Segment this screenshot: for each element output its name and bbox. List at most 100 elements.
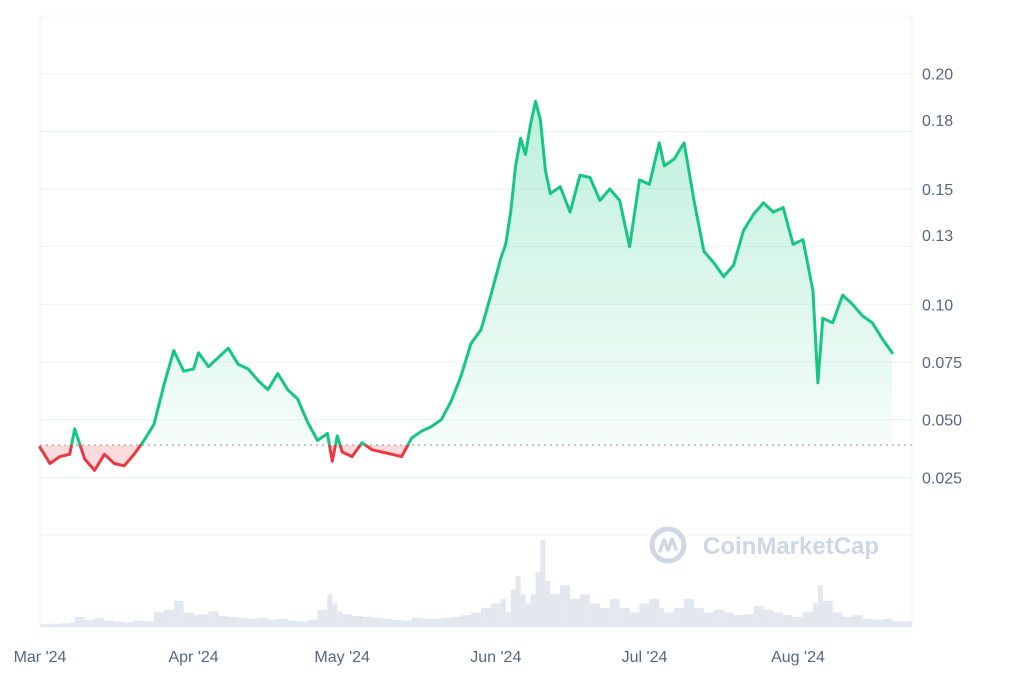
volume-bar bbox=[481, 607, 491, 626]
y-tick-label: 0.13 bbox=[922, 228, 953, 245]
volume-bar bbox=[803, 611, 813, 626]
volume-bar bbox=[733, 615, 744, 626]
volume-bar bbox=[793, 616, 803, 626]
x-tick-label: Apr '24 bbox=[168, 649, 218, 666]
volume-bar bbox=[163, 609, 174, 626]
volume-bar bbox=[560, 585, 571, 626]
volume-bar bbox=[505, 612, 511, 626]
volume-bar bbox=[659, 607, 665, 626]
volume-bar bbox=[40, 624, 50, 626]
volume-bar bbox=[317, 609, 328, 626]
volume-bar bbox=[852, 615, 863, 626]
x-tick-label: Aug '24 bbox=[771, 649, 825, 666]
price-area bbox=[40, 101, 893, 471]
volume-bar bbox=[287, 620, 298, 626]
watermark-text: CoinMarketCap bbox=[703, 533, 879, 560]
volume-bar bbox=[510, 589, 516, 626]
volume-bar bbox=[812, 603, 818, 626]
volume-bar bbox=[332, 603, 338, 626]
volume-bar bbox=[545, 580, 551, 626]
volume-bar bbox=[431, 618, 442, 626]
volume-bar bbox=[882, 618, 893, 626]
volume-bar bbox=[817, 585, 823, 626]
volume-bar bbox=[570, 598, 580, 626]
volume-bar bbox=[461, 615, 471, 626]
volume-bar bbox=[94, 617, 105, 626]
volume-bar bbox=[490, 603, 501, 626]
volume-bar bbox=[684, 598, 694, 626]
price-line-above-baseline bbox=[69, 99, 894, 446]
volume-bar bbox=[401, 620, 412, 626]
volume-bar bbox=[773, 612, 784, 626]
volume-bar bbox=[629, 612, 640, 626]
volume-bar bbox=[134, 620, 144, 626]
volume-bar bbox=[372, 617, 382, 626]
volume-bar bbox=[208, 611, 219, 626]
volume-bar bbox=[114, 621, 125, 626]
volume-bar bbox=[104, 620, 115, 626]
volume-bar bbox=[609, 598, 620, 626]
volume-bar bbox=[198, 614, 209, 626]
volume-bar bbox=[540, 540, 546, 626]
y-tick-label: 0.050 bbox=[922, 413, 962, 430]
volume-bar bbox=[144, 621, 154, 626]
volume-bar bbox=[277, 618, 288, 626]
volume-bar bbox=[535, 571, 541, 626]
volume-bar bbox=[520, 594, 526, 626]
x-tick-label: Jun '24 bbox=[470, 649, 521, 666]
volume-bar bbox=[515, 576, 521, 626]
volume-bar bbox=[238, 617, 249, 626]
volume-bar bbox=[703, 612, 714, 626]
x-tick-label: May '24 bbox=[314, 649, 370, 666]
x-tick-label: Jul '24 bbox=[622, 649, 668, 666]
volume-bar bbox=[674, 607, 685, 626]
volume-bar bbox=[763, 609, 774, 626]
y-axis-ticks: 0.025 0.050 0.075 0.10 0.13 0.15 0.18 0.20 bbox=[922, 67, 962, 488]
volume-bar bbox=[525, 603, 531, 626]
volume-bar bbox=[872, 619, 883, 626]
volume-bar bbox=[451, 616, 462, 626]
volume-bar bbox=[391, 619, 402, 626]
volume-bar bbox=[258, 617, 268, 626]
volume-bar bbox=[619, 607, 630, 626]
volume-bar bbox=[362, 616, 372, 626]
area-fill-below-baseline bbox=[40, 445, 408, 471]
volume-bar bbox=[822, 600, 833, 626]
volume-bar bbox=[664, 612, 675, 626]
y-tick-label: 0.025 bbox=[922, 470, 962, 487]
area-fill-above-baseline bbox=[40, 101, 893, 446]
volume-bar bbox=[74, 616, 85, 626]
volume-bar bbox=[842, 616, 853, 626]
volume-bar bbox=[307, 619, 318, 626]
volume-bar bbox=[500, 598, 506, 626]
volume-bar bbox=[267, 619, 278, 626]
volume-bar bbox=[327, 594, 333, 626]
volume-bar bbox=[783, 615, 794, 626]
volume-bar bbox=[649, 598, 660, 626]
y-tick-label: 0.20 bbox=[922, 67, 953, 84]
coinmarketcap-logo-icon bbox=[649, 526, 687, 564]
volume-bar bbox=[154, 612, 164, 626]
volume-bar bbox=[337, 611, 343, 626]
volume-bar bbox=[124, 622, 135, 626]
volume-bar bbox=[411, 617, 422, 626]
x-tick-label: Mar '24 bbox=[14, 649, 67, 666]
volume-bar bbox=[832, 612, 843, 626]
x-axis-ticks: Mar '24 Apr '24 May '24 Jun '24 Jul '24 Aug '… bbox=[14, 649, 825, 666]
volume-bar bbox=[183, 612, 194, 626]
y-tick-label: 0.075 bbox=[922, 355, 962, 372]
volume-bar bbox=[297, 621, 308, 626]
volume-bar bbox=[69, 622, 75, 626]
volume-bar bbox=[84, 619, 95, 626]
volume-bar bbox=[248, 618, 258, 626]
volume-bar bbox=[173, 600, 184, 626]
volume-bar bbox=[892, 621, 912, 626]
volume-bar bbox=[694, 607, 704, 626]
price-line bbox=[38, 99, 894, 472]
watermark: CoinMarketCap bbox=[649, 526, 879, 564]
y-tick-label: 0.10 bbox=[922, 297, 953, 314]
volume-bar bbox=[218, 616, 229, 626]
volume-bar bbox=[441, 617, 452, 626]
volume-bar bbox=[342, 614, 353, 626]
